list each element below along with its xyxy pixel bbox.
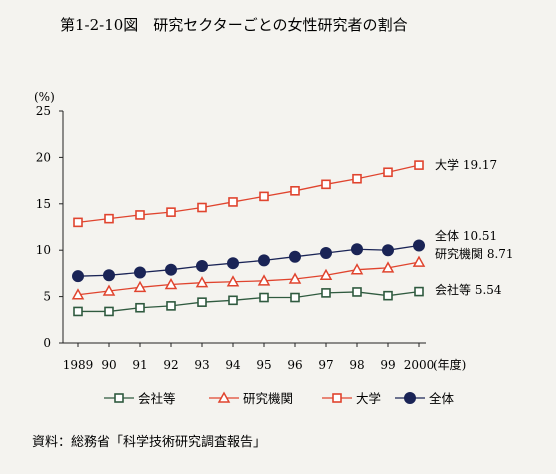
- data-point: [71, 288, 85, 300]
- data-point: [102, 284, 116, 296]
- series-end-label: 会社等 5.54: [435, 282, 502, 297]
- data-point: [321, 179, 331, 190]
- legend-label: 研究機関: [243, 391, 293, 406]
- data-point: [289, 250, 301, 263]
- data-point: [259, 292, 269, 303]
- data-point: [135, 302, 145, 313]
- legend-label: 会社等: [138, 391, 176, 406]
- legend: 会社等 研究機関 大学 全体: [104, 391, 455, 406]
- y-tick-label: 15: [36, 197, 51, 211]
- x-tick-label: 98: [349, 358, 364, 372]
- data-point: [226, 275, 240, 287]
- series-4: 全体 10.51: [72, 228, 497, 283]
- axes: 0 5 10 15 20 25 1989 90 91 92 93 94 95 96 97 98 99 2000: [36, 104, 435, 372]
- data-point: [165, 263, 177, 276]
- x-tick-label: 92: [163, 358, 178, 372]
- legend-item: 全体: [395, 391, 455, 406]
- data-point: [352, 173, 362, 184]
- y-axis-unit: (%): [34, 90, 55, 104]
- data-point: [352, 287, 362, 297]
- data-point: [72, 270, 84, 283]
- data-point: [104, 213, 114, 224]
- series-1: 会社等 5.54: [73, 282, 502, 317]
- data-point: [228, 295, 238, 306]
- series-line: [77, 244, 420, 277]
- data-point: [166, 301, 176, 311]
- legend-marker: [217, 391, 231, 403]
- data-point: [166, 207, 176, 217]
- data-point: [412, 255, 426, 267]
- data-point: [258, 254, 270, 267]
- x-axis-unit: (年度): [433, 357, 466, 372]
- data-point: [414, 286, 424, 297]
- series-end-label: 大学 19.17: [435, 157, 497, 172]
- x-tick-label: 99: [380, 358, 395, 372]
- legend-label: 全体: [429, 391, 455, 406]
- source-note: 資料：総務省「科学技術研究調査報告」: [32, 434, 266, 450]
- x-tick-label: 90: [101, 358, 116, 372]
- data-point: [383, 290, 393, 301]
- series-2: 研究機関 8.71: [71, 246, 514, 300]
- data-point: [197, 297, 207, 307]
- data-point: [350, 263, 364, 275]
- legend-marker: [114, 393, 124, 403]
- data-point: [134, 266, 146, 279]
- data-point: [382, 244, 394, 257]
- legend-item: 研究機関: [209, 391, 293, 406]
- y-tick-label: 25: [36, 104, 51, 118]
- data-point: [197, 202, 207, 213]
- series-layer: 会社等 5.54 研究機関 8.71 大学 19.17 全体 10.51: [71, 157, 514, 317]
- data-point: [414, 160, 424, 170]
- data-point: [196, 259, 208, 272]
- series-line: [77, 164, 420, 224]
- data-point: [195, 276, 209, 288]
- data-point: [288, 272, 302, 284]
- data-point: [383, 167, 393, 178]
- data-point: [104, 306, 114, 317]
- data-point: [290, 292, 300, 303]
- x-tick-label: 94: [225, 358, 241, 372]
- x-tick-label: 93: [194, 358, 209, 372]
- data-point: [381, 261, 395, 273]
- data-point: [321, 288, 331, 298]
- data-point: [133, 280, 147, 293]
- data-point: [320, 246, 332, 259]
- data-point: [351, 243, 363, 256]
- y-tick-label: 5: [43, 290, 51, 304]
- series-line: [77, 261, 420, 296]
- data-point: [164, 277, 178, 290]
- data-point: [259, 191, 269, 202]
- x-tick-label: 97: [318, 358, 333, 372]
- data-point: [103, 269, 115, 282]
- legend-marker: [332, 393, 342, 403]
- x-tick-label: 2000: [404, 358, 435, 372]
- legend-item: 会社等: [104, 391, 176, 406]
- data-point: [290, 186, 300, 196]
- y-tick-label: 0: [43, 336, 51, 350]
- data-point: [228, 197, 238, 207]
- series-3: 大学 19.17: [73, 157, 497, 228]
- chart-title: 第1-2-10図 研究セクターごとの女性研究者の割合: [60, 16, 408, 34]
- y-tick-label: 10: [36, 243, 51, 257]
- x-tick-label: 96: [287, 358, 302, 372]
- series-line: [78, 290, 420, 313]
- data-point: [73, 217, 83, 228]
- data-point: [73, 306, 83, 317]
- series-end-label: 全体 10.51: [435, 228, 497, 243]
- x-tick-label: 1989: [63, 358, 94, 372]
- data-point: [135, 210, 145, 220]
- data-point: [257, 274, 271, 286]
- data-point: [227, 257, 239, 270]
- data-point: [319, 268, 333, 281]
- x-tick-label: 91: [132, 358, 147, 372]
- legend-label: 大学: [356, 391, 381, 406]
- x-tick-label: 95: [256, 358, 271, 372]
- series-end-label: 研究機関 8.71: [435, 246, 514, 261]
- data-point: [413, 239, 425, 252]
- legend-marker: [404, 392, 416, 404]
- legend-item: 大学: [322, 391, 381, 406]
- y-tick-label: 20: [36, 150, 51, 164]
